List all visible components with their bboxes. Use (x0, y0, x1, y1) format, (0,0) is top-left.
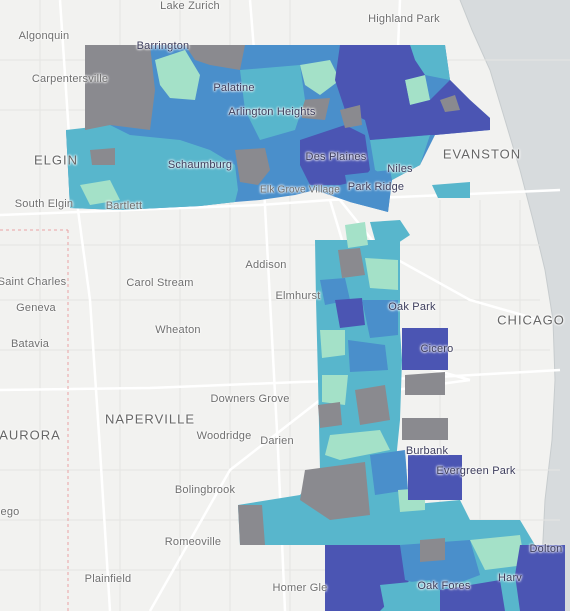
label-arlington-heights: Arlington Heights (228, 106, 316, 118)
region-sw-grey (238, 505, 265, 545)
label-south-elgin: South Elgin (14, 198, 74, 210)
region-light-3 (80, 180, 120, 205)
region-corridor-light-3 (320, 330, 345, 358)
region-south-dark-2 (515, 545, 565, 611)
region-grey-nw (85, 45, 155, 130)
region-corridor-grey-1 (338, 248, 365, 278)
label-woodridge: Woodridge (196, 430, 252, 442)
label-saint-charles: Saint Charles (0, 276, 67, 288)
choropleth-regions (66, 45, 565, 611)
region-cyan-4 (432, 182, 470, 198)
label-plainfield: Plainfield (84, 573, 132, 585)
region-grey-burbank (402, 418, 448, 440)
label-romeoville: Romeoville (164, 536, 222, 548)
region-south-light (470, 535, 525, 570)
region-corridor-light-2 (365, 258, 398, 290)
label-elk-grove-village: Elk Grove Village (260, 184, 340, 196)
region-grey-2 (185, 45, 245, 70)
lake-michigan (460, 0, 570, 611)
label-schaumburg: Schaumburg (167, 159, 233, 171)
label-oak-forest: Oak Fores (417, 580, 471, 592)
label-darien: Darien (260, 435, 294, 447)
label-palatine: Palatine (213, 82, 255, 94)
label-highland-park: Highland Park (368, 13, 440, 25)
label-chicago: CHICAGO (497, 312, 565, 328)
region-grey-4 (90, 148, 115, 165)
label-park-ridge: Park Ridge (347, 181, 405, 193)
label-elmhurst: Elmhurst (275, 290, 321, 302)
lake-michigan-edge (459, 0, 556, 611)
region-grey-cicero (405, 372, 445, 395)
region-grey-3 (235, 148, 270, 185)
label-lake-zurich: Lake Zurich (160, 0, 220, 12)
region-corridor-dark-1 (335, 298, 365, 328)
region-corridor-grey-2 (355, 385, 390, 425)
region-corridor-cyan-top (370, 220, 410, 245)
label-geneva: Geneva (16, 302, 56, 314)
region-corridor-base (238, 240, 565, 611)
region-cyan-3 (370, 135, 430, 180)
region-grey-5 (300, 98, 330, 120)
region-south-cyan (380, 580, 435, 611)
region-south-grey (420, 538, 445, 562)
label-burbank: Burbank (405, 445, 449, 457)
label-downers-grove: Downers Grove (210, 393, 290, 405)
label-oak-park: Oak Park (388, 301, 436, 313)
region-cyan-1 (240, 65, 305, 140)
label-aurora: AURORA (0, 427, 61, 443)
label-homer-glen: Homer Gle (272, 582, 328, 594)
label-algonquin: Algonquin (18, 30, 70, 42)
label-addison: Addison (245, 259, 287, 271)
region-corridor-mid-3 (348, 340, 388, 372)
county-line (0, 229, 69, 611)
region-corridor-light-5 (325, 430, 390, 460)
region-south-dark-3 (440, 580, 505, 611)
region-dark-desplaines (300, 125, 370, 185)
region-corridor-light-1 (345, 222, 368, 248)
region-corridor-mid-1 (320, 278, 350, 305)
region-grey-ne2 (440, 95, 460, 112)
region-dark-ne (335, 45, 490, 140)
label-wheaton: Wheaton (155, 324, 201, 336)
region-evergreen (408, 455, 462, 500)
region-corridor-grey-3 (318, 402, 342, 428)
region-mid-parkridge (345, 170, 392, 212)
label-elgin: ELGIN (33, 152, 79, 168)
label-harvey: Harv (497, 572, 523, 584)
label-des-plaines: Des Plaines (305, 151, 367, 163)
label-evergreen-park: Evergreen Park (436, 465, 516, 477)
label-cicero: Cicero (420, 343, 454, 355)
region-corridor-light-4 (322, 375, 348, 405)
label-ego: ego (0, 506, 20, 518)
label-bartlett: Bartlett (105, 200, 143, 212)
region-corridor-mid-4 (370, 450, 408, 495)
region-light-1 (155, 50, 200, 100)
label-carol-stream: Carol Stream (126, 277, 194, 289)
label-dolton: Dolton (529, 543, 563, 555)
label-batavia: Batavia (10, 338, 50, 350)
label-evanston: EVANSTON (442, 146, 522, 162)
region-cyan-2 (410, 45, 450, 80)
region-light-4 (405, 75, 430, 105)
label-niles: Niles (387, 163, 413, 175)
label-carpentersville: Carpentersville (31, 73, 109, 85)
region-corridor-grey-4 (300, 462, 370, 520)
label-naperville: NAPERVILLE (105, 411, 195, 427)
region-corridor-mid-2 (362, 300, 398, 338)
region-grey-ne (340, 105, 362, 128)
region-light-2 (300, 60, 340, 95)
region-cicero (402, 328, 448, 370)
label-barrington: Barrington (136, 40, 190, 52)
label-bolingbrook: Bolingbrook (174, 484, 236, 496)
